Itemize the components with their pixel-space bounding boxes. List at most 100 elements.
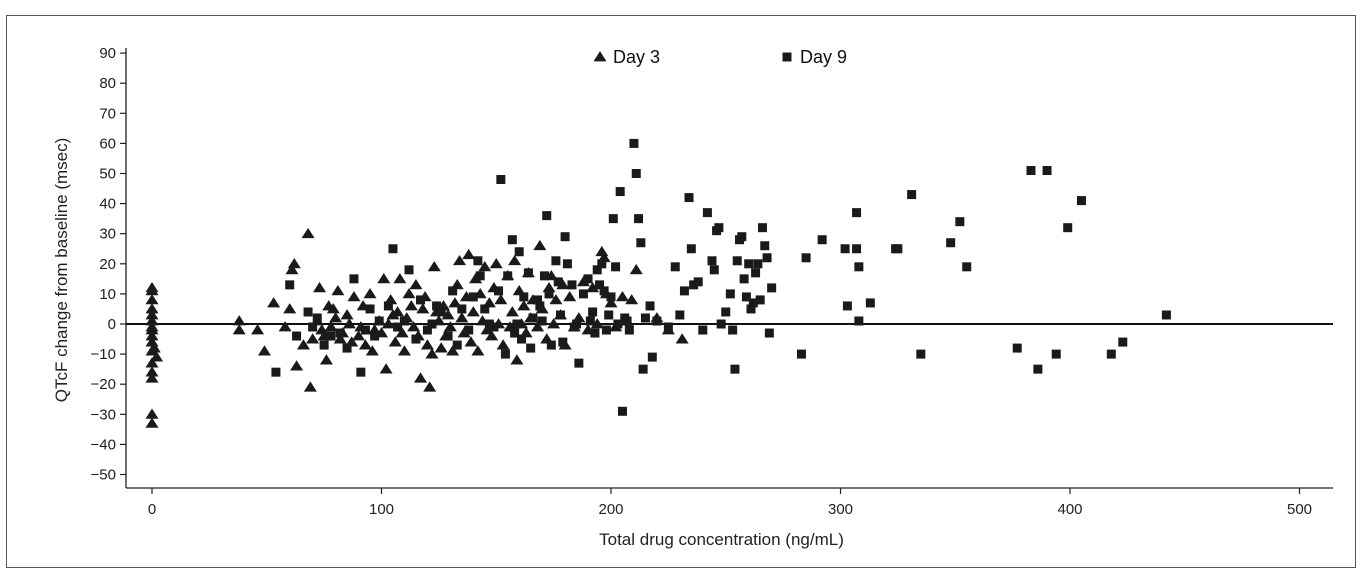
day-9-point <box>767 283 777 293</box>
day-9-point <box>679 286 689 296</box>
day-3-point <box>306 333 320 344</box>
day-9-point <box>599 286 609 296</box>
y-tick-label: −20 <box>91 376 116 393</box>
day-9-point <box>427 319 437 329</box>
day-3-point <box>510 354 524 365</box>
day-9-point <box>852 244 862 254</box>
day-9-point <box>739 274 749 284</box>
day-9-point <box>728 325 738 335</box>
day-3-point <box>508 254 522 266</box>
day-9-point <box>526 343 536 353</box>
day-9-point <box>416 295 426 305</box>
day-9-point <box>537 316 547 326</box>
day-3-point <box>391 306 405 317</box>
day-9-point <box>670 262 680 272</box>
day-3-point <box>563 291 577 302</box>
day-9-point <box>1033 364 1043 374</box>
day-9-point <box>574 358 584 368</box>
day-9-point <box>572 319 582 329</box>
day-9-point <box>374 316 384 326</box>
day-9-point <box>684 193 694 203</box>
y-tick-label: 10 <box>99 286 116 303</box>
y-axis: 90 80 70 60 50 40 30 20 10 0 −10 −20 −30 −40 −50 <box>91 45 127 488</box>
day-9-point <box>443 331 453 341</box>
day-9-point <box>1063 223 1073 233</box>
day-9-point <box>865 298 875 308</box>
day-9-point <box>757 223 767 233</box>
day-9-point <box>801 253 811 263</box>
day-9-point <box>528 313 538 323</box>
day-3-point <box>604 297 618 308</box>
day-3-point <box>379 363 393 374</box>
day-9-point <box>744 259 754 269</box>
legend-square-icon <box>782 52 792 62</box>
day-3-point <box>455 312 469 323</box>
day-9-point <box>484 319 494 329</box>
day-9-point <box>716 319 726 329</box>
x-tick-label: 100 <box>369 501 394 518</box>
day-9-point <box>640 313 650 323</box>
day-9-point <box>796 349 806 359</box>
day-9-point <box>907 190 917 200</box>
day-3-point <box>313 282 327 293</box>
day-9-point <box>852 208 862 218</box>
day-3-point <box>675 333 689 344</box>
day-3-point <box>251 324 265 335</box>
day-9-point <box>544 289 554 299</box>
day-3-point <box>434 342 448 353</box>
day-9-point <box>686 244 696 254</box>
x-tick-label: 400 <box>1057 501 1082 518</box>
day-9-point <box>365 304 375 314</box>
day-9-point <box>567 280 577 290</box>
day-3-point <box>496 339 510 350</box>
day-3-point <box>285 263 299 275</box>
day-9-point <box>663 322 673 332</box>
day-9-point <box>551 256 561 266</box>
day-3-point <box>393 273 407 284</box>
day-9-point <box>611 262 621 272</box>
day-9-point <box>356 367 366 377</box>
day-9-point <box>535 301 545 311</box>
day-9-point <box>606 292 616 302</box>
day-9-point <box>709 265 719 275</box>
day-9-point <box>319 340 329 350</box>
day-3-point <box>547 318 561 329</box>
day-9-point <box>675 310 685 320</box>
day-3-point <box>469 273 483 284</box>
day-9-point <box>523 268 533 278</box>
day-9-point <box>312 313 322 323</box>
day-3-point <box>347 291 361 302</box>
day-9-point <box>595 280 605 290</box>
day-9-point <box>542 211 552 221</box>
day-9-point <box>624 325 634 335</box>
day-3-point <box>576 276 590 287</box>
day-3-point <box>145 285 159 296</box>
day-3-point <box>301 227 315 239</box>
day-9-point <box>489 322 499 332</box>
day-3-point <box>365 345 379 356</box>
day-9-point <box>285 280 295 290</box>
day-9-point <box>558 337 568 347</box>
day-9-point <box>1106 349 1116 359</box>
legend-label: Day 3 <box>613 47 660 67</box>
day-3-point <box>441 309 455 320</box>
day-3-point <box>420 339 434 350</box>
legend-label: Day 9 <box>800 47 847 67</box>
y-tick-label: −10 <box>91 346 116 363</box>
day-3-point <box>333 333 347 344</box>
day-9-point <box>721 307 731 317</box>
day-9-point <box>448 286 458 296</box>
day-9-point <box>698 325 708 335</box>
day-3-point <box>145 408 159 419</box>
day-9-point <box>645 301 655 311</box>
y-tick-label: 90 <box>99 45 116 62</box>
y-tick-label: 0 <box>108 316 116 333</box>
day-9-point <box>817 235 827 245</box>
day-3-point <box>471 345 485 356</box>
day-9-point <box>615 187 625 197</box>
day-9-point <box>730 364 740 374</box>
day-3-point <box>145 309 159 320</box>
day-3-point <box>145 417 159 428</box>
day-9-point <box>638 364 648 374</box>
day-3-point <box>377 273 391 284</box>
